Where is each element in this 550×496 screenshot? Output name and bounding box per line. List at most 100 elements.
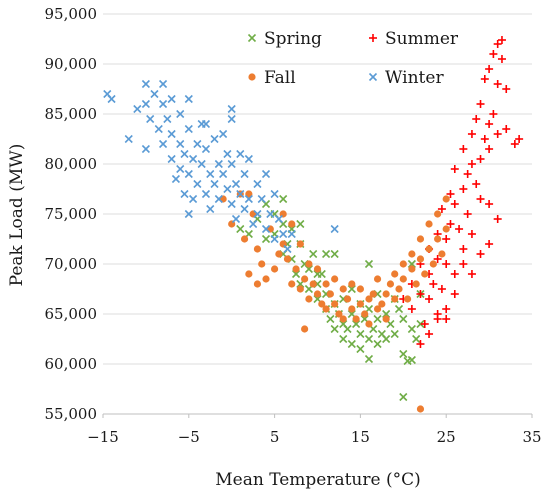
data-point-winter [124,134,133,144]
data-point-fall [301,325,309,333]
data-point-fall [438,250,446,258]
data-point-winter [330,224,339,234]
series-fall [219,190,450,413]
data-point-summer [442,260,451,268]
data-point-fall [296,240,304,248]
data-point-fall [416,235,425,243]
data-point-winter [146,114,155,124]
data-point-spring [322,249,331,259]
data-point-fall [382,290,390,298]
data-point-winter [244,194,253,204]
legend-label-summer: Summer [385,29,459,49]
data-point-winter [189,194,198,204]
data-point-summer [485,145,494,153]
data-point-spring [399,392,408,402]
data-point-summer [493,40,502,48]
data-point-fall [365,295,373,303]
data-point-summer [510,140,519,148]
data-point-winter [163,114,172,124]
data-point-fall [356,285,364,293]
data-point-fall [378,300,386,308]
data-point-fall [348,280,356,288]
data-point-fall [322,305,330,313]
data-point-spring [261,234,271,244]
data-point-summer [493,215,502,223]
data-point-summer [463,210,472,218]
data-point-summer [467,230,476,238]
legend-marker-winter [368,72,378,82]
data-point-winter [236,189,245,199]
data-point-winter [257,194,266,204]
data-point-fall [442,225,450,233]
data-point-summer [459,185,468,193]
data-point-fall [382,315,390,323]
data-point-spring [330,249,339,259]
data-point-summer [502,125,511,133]
data-point-fall [408,250,416,258]
data-point-spring [407,355,416,365]
legend-label-spring: Spring [264,29,322,49]
data-point-fall [305,260,313,268]
data-point-summer [420,320,429,328]
data-point-winter [210,179,219,189]
data-point-winter [197,159,206,169]
data-point-winter [266,209,275,219]
data-point-winter [287,229,296,239]
x-tick-label: 15 [351,428,370,446]
data-point-winter [270,234,279,244]
data-point-summer [416,290,425,298]
data-point-winter [133,104,142,114]
data-point-spring [236,224,245,234]
data-point-summer [463,170,472,178]
data-point-winter [210,134,219,144]
data-point-winter [107,94,116,104]
data-point-winter [219,129,228,139]
data-point-winter [201,119,211,129]
data-point-fall [361,310,369,318]
y-tick-label: 90,000 [45,55,98,73]
data-point-winter [274,214,283,224]
data-point-winter [167,94,176,104]
data-point-winter [141,99,150,109]
data-point-fall [442,195,450,203]
data-point-fall [253,280,262,288]
data-point-spring [394,304,404,314]
data-point-summer [485,200,494,208]
data-point-fall [434,235,442,243]
data-point-summer [485,65,494,73]
data-point-fall [331,300,339,308]
data-point-winter [227,199,236,209]
data-point-spring [296,219,305,229]
data-point-fall [313,265,322,273]
data-point-fall [425,220,433,228]
gridlines [103,13,532,415]
data-point-winter [193,139,202,149]
data-point-summer [459,145,468,153]
data-point-winter [176,164,185,174]
data-point-fall [421,270,429,278]
data-point-summer [480,135,489,143]
data-point-summer [442,305,451,313]
data-point-summer [476,155,485,163]
data-point-fall [271,265,279,273]
data-point-spring [390,329,399,339]
series-winter [103,79,339,254]
data-point-winter [240,169,249,179]
data-point-fall [399,275,407,283]
data-point-winter [261,224,271,234]
data-point-winter [231,179,241,189]
x-tick-label: 25 [437,428,456,446]
data-point-fall [296,285,304,293]
data-point-winter [141,144,150,154]
data-point-summer [425,295,434,303]
legend-item-fall: Fall [248,68,296,88]
axes: 55,000 60,000 65,000 70,000 75,000 80,000 85,0… [45,5,542,446]
data-point-summer [497,55,506,63]
x-tick-label: 35 [522,428,541,446]
data-point-fall [305,295,313,303]
data-point-fall [245,190,253,198]
data-point-winter [167,154,176,164]
data-point-fall [373,275,382,283]
data-point-winter [184,94,193,104]
